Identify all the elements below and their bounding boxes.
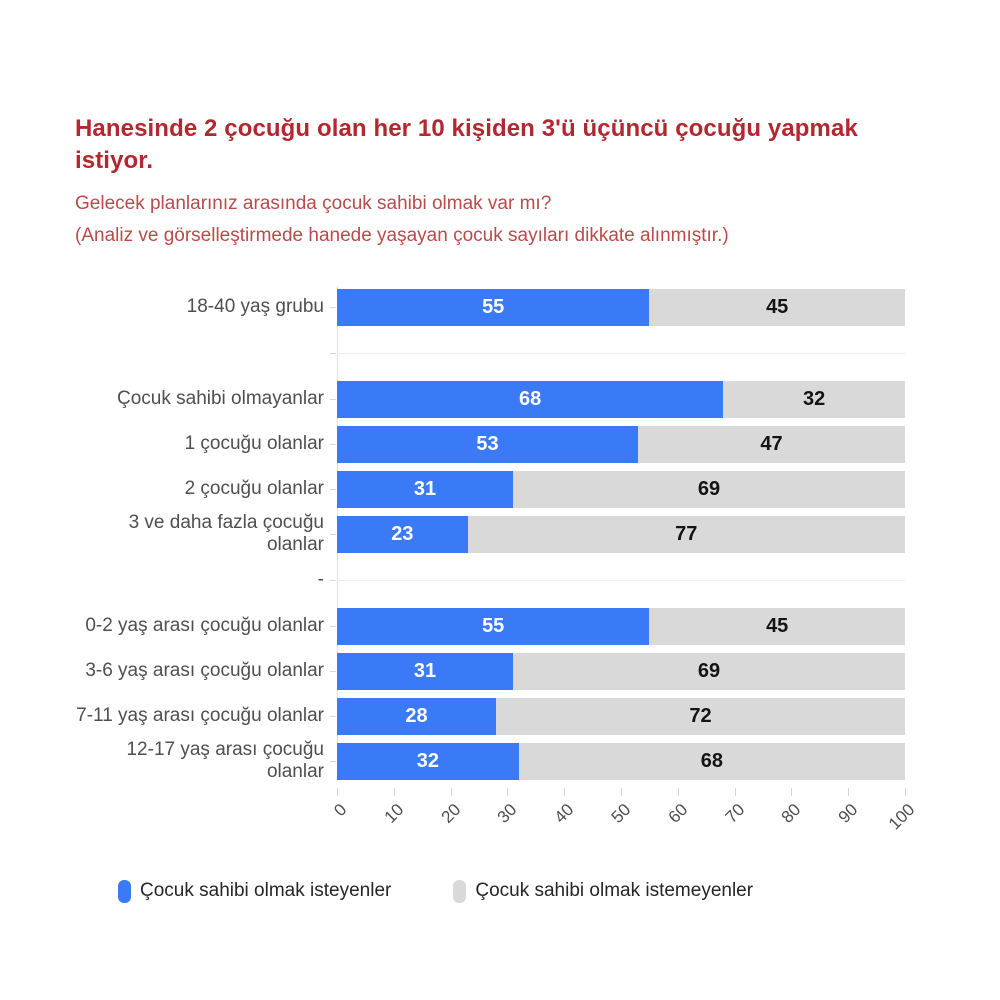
separator-row: - bbox=[75, 561, 905, 600]
bar-track: 55 45 bbox=[337, 288, 905, 326]
segment-want-children: 31 bbox=[337, 652, 514, 690]
chart-note: (Analiz ve görselleştirmede hanede yaşay… bbox=[75, 224, 729, 246]
chart-subtitle: Gelecek planlarınız arasında çocuk sahib… bbox=[75, 192, 552, 214]
x-tick-label: 0 bbox=[330, 799, 351, 820]
segment-not-want-children: 32 bbox=[723, 380, 905, 418]
category-label: 18-40 yaş grubu bbox=[75, 289, 337, 326]
bar-track: 23 77 bbox=[337, 515, 905, 553]
chart-row: 18-40 yaş grubu 55 45 bbox=[75, 288, 905, 326]
bar-track: 32 68 bbox=[337, 742, 905, 780]
segment-want-children: 68 bbox=[337, 380, 724, 418]
category-label: 2 çocuğu olanlar bbox=[75, 471, 337, 508]
separator-track bbox=[337, 561, 905, 600]
x-tick-label: 60 bbox=[664, 799, 692, 827]
segment-want-children: 55 bbox=[337, 607, 650, 645]
chart-row: 12-17 yaş arası çocuğu olanlar 32 68 bbox=[75, 739, 905, 782]
separator-row bbox=[75, 334, 905, 373]
chart-row: 0-2 yaş arası çocuğu olanlar 55 45 bbox=[75, 607, 905, 645]
legend-item-notwant: Çocuk sahibi olmak istemeyenler bbox=[453, 879, 754, 903]
chart-row: 3 ve daha fazla çocuğu olanlar 23 77 bbox=[75, 512, 905, 555]
x-tick-label: 70 bbox=[721, 799, 749, 827]
chart-title: Hanesinde 2 çocuğu olan her 10 kişiden 3… bbox=[75, 115, 858, 175]
segment-want-children: 28 bbox=[337, 697, 497, 735]
separator-track bbox=[337, 334, 905, 373]
x-tick-mark bbox=[621, 787, 622, 796]
x-tick-label: 50 bbox=[607, 799, 635, 827]
legend-swatch-gray bbox=[453, 879, 467, 903]
category-label: 7-11 yaş arası çocuğu olanlar bbox=[75, 698, 337, 735]
segment-want-children: 23 bbox=[337, 515, 468, 553]
segment-want-children: 55 bbox=[337, 288, 650, 326]
legend-label: Çocuk sahibi olmak istemeyenler bbox=[475, 880, 754, 902]
x-tick-mark bbox=[848, 787, 850, 796]
segment-want-children: 53 bbox=[337, 425, 639, 463]
category-label: Çocuk sahibi olmayanlar bbox=[75, 381, 337, 418]
legend-item-want: Çocuk sahibi olmak isteyenler bbox=[118, 879, 392, 903]
bar-track: 55 45 bbox=[337, 607, 905, 645]
legend-swatch-blue bbox=[118, 879, 131, 903]
bar-track: 53 47 bbox=[337, 425, 905, 463]
segment-not-want-children: 69 bbox=[513, 652, 905, 690]
chart-rows: 18-40 yaş grubu 55 45 Çocuk sahibi olmayanl… bbox=[75, 285, 905, 782]
bar-track: 31 69 bbox=[337, 652, 905, 690]
x-tick-label: 90 bbox=[834, 799, 862, 827]
chart-row: 7-11 yaş arası çocuğu olanlar 28 72 bbox=[75, 697, 905, 735]
chart-row: 1 çocuğu olanlar 53 47 bbox=[75, 425, 905, 463]
x-tick-mark bbox=[734, 787, 736, 796]
segment-not-want-children: 77 bbox=[467, 515, 905, 553]
x-tick-mark bbox=[564, 787, 566, 796]
category-label: 12-17 yaş arası çocuğu olanlar bbox=[75, 739, 337, 782]
x-axis: 0 10 20 30 40 50 60 70 80 90 100 bbox=[330, 787, 918, 856]
bar-track: 28 72 bbox=[337, 697, 905, 735]
stacked-bar-chart: 18-40 yaş grubu 55 45 Çocuk sahibi olmayanl… bbox=[75, 285, 918, 856]
segment-not-want-children: 45 bbox=[649, 288, 905, 326]
segment-not-want-children: 45 bbox=[649, 607, 905, 645]
x-tick-label: 100 bbox=[884, 799, 919, 834]
segment-not-want-children: 47 bbox=[638, 425, 905, 463]
x-tick-mark bbox=[905, 787, 906, 796]
bar-track: 68 32 bbox=[337, 380, 905, 418]
segment-want-children: 32 bbox=[337, 742, 519, 780]
page: Hanesinde 2 çocuğu olan her 10 kişiden 3… bbox=[75, 115, 940, 903]
x-tick-mark bbox=[393, 787, 395, 796]
segment-want-children: 31 bbox=[337, 470, 514, 508]
bar-track: 31 69 bbox=[337, 470, 905, 508]
segment-not-want-children: 68 bbox=[518, 742, 905, 780]
x-tick-label: 40 bbox=[550, 799, 578, 827]
x-tick-mark bbox=[450, 787, 452, 796]
category-label: 1 çocuğu olanlar bbox=[75, 426, 337, 463]
x-tick-label: 10 bbox=[380, 799, 408, 827]
segment-not-want-children: 69 bbox=[513, 470, 905, 508]
category-label: 3-6 yaş arası çocuğu olanlar bbox=[75, 653, 337, 690]
chart-row: 3-6 yaş arası çocuğu olanlar 31 69 bbox=[75, 652, 905, 690]
legend: Çocuk sahibi olmak isteyenler Çocuk sahi… bbox=[118, 879, 940, 903]
legend-label: Çocuk sahibi olmak isteyenler bbox=[140, 880, 392, 902]
x-tick-label: 80 bbox=[778, 799, 805, 827]
x-tick-label: 20 bbox=[437, 799, 465, 827]
category-label: - bbox=[75, 561, 337, 600]
chart-row: 2 çocuğu olanlar 31 69 bbox=[75, 470, 905, 508]
chart-row: Çocuk sahibi olmayanlar 68 32 bbox=[75, 380, 905, 418]
x-tick-mark bbox=[791, 787, 793, 796]
segment-not-want-children: 72 bbox=[496, 697, 905, 735]
x-tick-mark bbox=[507, 787, 509, 796]
x-tick-label: 30 bbox=[494, 799, 521, 827]
category-label: 0-2 yaş arası çocuğu olanlar bbox=[75, 608, 337, 645]
category-label bbox=[75, 334, 337, 373]
x-tick-mark bbox=[337, 787, 338, 796]
category-label: 3 ve daha fazla çocuğu olanlar bbox=[75, 512, 337, 555]
x-tick-mark bbox=[677, 787, 679, 796]
